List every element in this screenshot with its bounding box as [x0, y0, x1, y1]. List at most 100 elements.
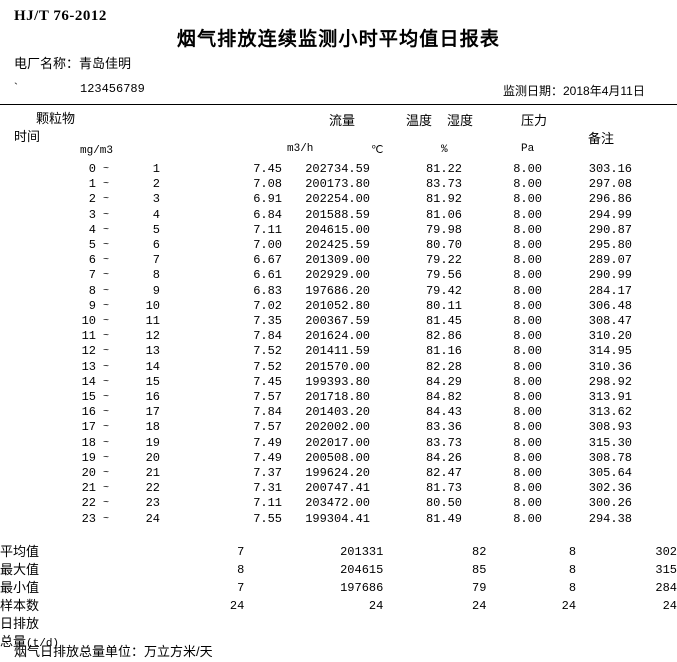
cell-temperature: 80.11	[425, 298, 462, 313]
summary-average-temperature: 82	[472, 545, 487, 559]
cell-remark	[632, 162, 677, 177]
cell-pressure: 314.95	[588, 344, 632, 359]
cell-particulate: 7.84	[253, 405, 282, 420]
cell-time-to: 10	[145, 298, 160, 313]
cell-humidity: 8.00	[513, 496, 542, 511]
cell-time-from: 15	[81, 390, 96, 405]
cell-temperature: 79.22	[425, 253, 462, 268]
cell-time-tilde: ~	[102, 468, 109, 480]
cell-time-from: 7	[88, 268, 96, 283]
cell-remark	[632, 299, 677, 314]
cell-remark	[632, 405, 677, 420]
cell-time-tilde: ~	[102, 498, 109, 510]
summary-total-humidity	[486, 633, 576, 653]
cell-remark	[632, 360, 677, 375]
cell-temperature: 81.06	[425, 207, 462, 222]
summary-daily-emission-particulate	[126, 615, 245, 633]
summary-average-pressure: 302	[655, 545, 677, 559]
cell-flow: 199304.41	[305, 511, 370, 526]
cell-time-tilde: ~	[102, 513, 109, 525]
unit-pressure: Pa	[521, 143, 535, 155]
summary-minimum-humidity: 8	[568, 581, 577, 595]
summary-sample-count-temperature: 24	[472, 599, 487, 613]
cell-time-tilde: ~	[102, 331, 109, 343]
cell-temperature: 81.45	[425, 314, 462, 329]
table-row: 5 ~6 7.00 202425.59 80.70 8.00 295.80	[0, 238, 677, 253]
cell-remark	[632, 512, 677, 527]
summary-maximum-flow: 204615	[340, 563, 384, 577]
cell-humidity: 8.00	[513, 238, 542, 253]
cell-remark	[632, 177, 677, 192]
summary-daily-emission-flow	[244, 615, 383, 633]
cell-time-to: 21	[145, 466, 160, 481]
cell-particulate: 7.52	[253, 359, 282, 374]
table-row: 2 ~3 6.91 202254.00 81.92 8.00 296.86	[0, 192, 677, 207]
cell-time-tilde: ~	[102, 376, 109, 388]
cell-humidity: 8.00	[513, 450, 542, 465]
cell-flow: 201403.20	[305, 405, 370, 420]
column-header-pressure: 压力	[521, 113, 548, 128]
table-row: 4 ~5 7.11 204615.00 79.98 8.00 290.87	[0, 223, 677, 238]
cell-time-to: 13	[145, 344, 160, 359]
cell-pressure: 310.36	[588, 359, 632, 374]
table-row: 6 ~7 6.67 201309.00 79.22 8.00 289.07	[0, 253, 677, 268]
table-row: 9 ~10 7.02 201052.80 80.11 8.00 306.48	[0, 299, 677, 314]
cell-time-from: 0	[88, 162, 96, 176]
cell-humidity: 8.00	[513, 177, 542, 192]
cell-remark	[632, 314, 677, 329]
cell-time-to: 8	[152, 268, 160, 283]
cell-time-from: 12	[81, 344, 96, 359]
summary-sample-count-humidity: 24	[561, 599, 577, 613]
cell-particulate: 7.45	[253, 162, 282, 176]
summary-total-flow	[244, 633, 383, 653]
summary-row-sample-count: 样本数 24 24 24 24 24	[0, 597, 677, 615]
cell-time-tilde: ~	[102, 285, 109, 297]
cell-remark	[632, 268, 677, 283]
summary-minimum-particulate: 7	[237, 581, 245, 595]
cell-temperature: 83.73	[425, 177, 462, 192]
summary-maximum-temperature: 85	[472, 563, 487, 577]
cell-time-from: 2	[88, 192, 96, 207]
summary-maximum-humidity: 8	[568, 563, 577, 577]
cell-remark	[632, 420, 677, 435]
cell-flow: 200508.00	[305, 450, 370, 465]
cell-time-from: 3	[88, 207, 96, 222]
cell-time-from: 9	[88, 298, 96, 313]
cell-flow: 201052.80	[305, 298, 370, 313]
cell-particulate: 7.37	[253, 466, 282, 481]
cell-particulate: 7.49	[253, 435, 282, 450]
table-row: 16 ~17 7.84 201403.20 84.43 8.00 313.62	[0, 405, 677, 420]
cell-pressure: 294.38	[588, 511, 632, 526]
standard-code: HJ/T 76-2012	[14, 8, 107, 24]
cell-temperature: 79.42	[425, 283, 462, 298]
cell-flow: 202002.00	[305, 420, 370, 435]
cell-particulate: 7.45	[253, 374, 282, 389]
cell-pressure: 313.91	[588, 390, 632, 405]
summary-total-unit: (t/d)	[26, 638, 60, 650]
cell-time-to: 23	[145, 496, 160, 511]
cell-flow: 197686.20	[305, 283, 370, 298]
hourly-data-table: 0 ~1 7.45 202734.59 81.22 8.00 303.16 1 ~2 7.08 20…	[0, 162, 677, 527]
column-header-temperature: 温度	[406, 113, 433, 128]
summary-maximum-particulate: 8	[237, 563, 245, 577]
cell-time-from: 19	[81, 450, 96, 465]
cell-pressure: 308.93	[588, 420, 632, 435]
cell-temperature: 84.26	[425, 450, 462, 465]
cell-time-from: 4	[88, 222, 96, 237]
cell-flow: 199393.80	[305, 374, 370, 389]
cell-particulate: 7.08	[253, 177, 282, 192]
cell-flow: 202929.00	[305, 268, 370, 283]
cell-time-from: 5	[88, 238, 96, 253]
table-row: 18 ~19 7.49 202017.00 83.73 8.00 315.30	[0, 436, 677, 451]
cell-flow: 201309.00	[305, 253, 370, 268]
column-header-flow: 流量	[329, 113, 356, 128]
cell-particulate: 7.52	[253, 344, 282, 359]
cell-time-from: 18	[81, 435, 96, 450]
cell-temperature: 83.36	[425, 420, 462, 435]
cell-time-tilde: ~	[102, 483, 109, 495]
table-row: 12 ~13 7.52 201411.59 81.16 8.00 314.95	[0, 344, 677, 359]
cell-flow: 201718.80	[305, 390, 370, 405]
table-row: 10 ~11 7.35 200367.59 81.45 8.00 308.47	[0, 314, 677, 329]
cell-humidity: 8.00	[513, 162, 542, 176]
cell-humidity: 8.00	[513, 253, 542, 268]
